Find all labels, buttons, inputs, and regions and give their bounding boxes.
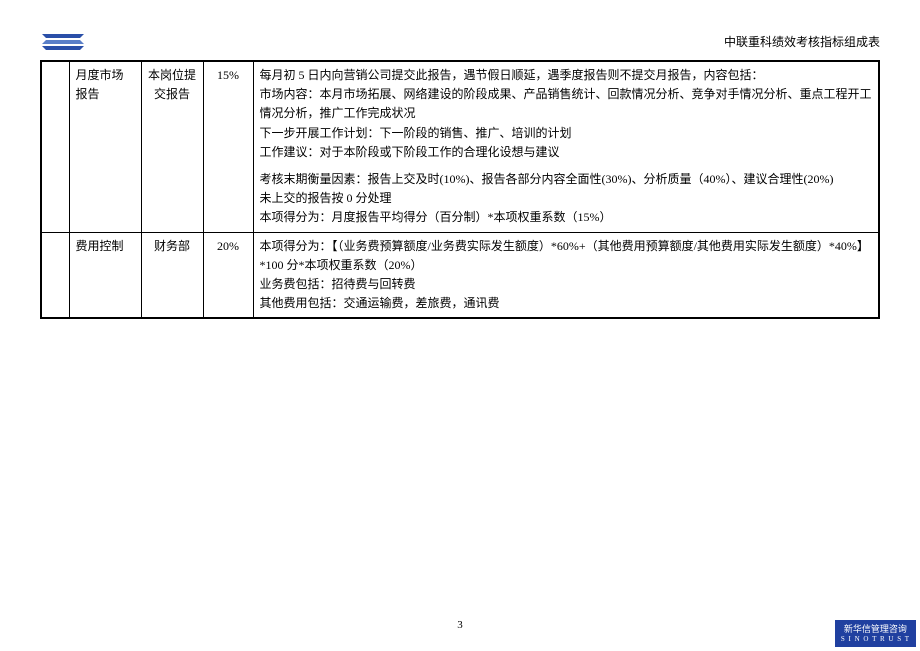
description-line: 业务费包括：招待费与回转费 — [260, 275, 873, 294]
col-description: 每月初 5 日内向营销公司提交此报告，遇节假日顺延，遇季度报告则不提交月报告，内… — [253, 61, 879, 232]
col-category — [41, 61, 69, 232]
description-line: 其他费用包括：交通运输费，差旅费，通讯费 — [260, 294, 873, 313]
col-category — [41, 232, 69, 318]
description-line: 考核末期衡量因素：报告上交及时(10%)、报告各部分内容全面性(30%)、分析质… — [260, 170, 873, 189]
description-line: 工作建议：对于本阶段或下阶段工作的合理化设想与建议 — [260, 143, 873, 162]
col-source: 财务部 — [141, 232, 203, 318]
col-weight: 20% — [203, 232, 253, 318]
table-row: 费用控制财务部20%本项得分为：【（业务费预算额度/业务费实际发生额度）*60%… — [41, 232, 879, 318]
page-header: 中联重科绩效考核指标组成表 — [40, 30, 880, 52]
company-logo — [40, 30, 88, 52]
description-line: 市场内容：本月市场拓展、网络建设的阶段成果、产品销售统计、回款情况分析、竞争对手… — [260, 85, 873, 123]
col-description: 本项得分为：【（业务费预算额度/业务费实际发生额度）*60%+（其他费用预算额度… — [253, 232, 879, 318]
col-source: 本岗位提交报告 — [141, 61, 203, 232]
footer-logo-en: S I N O T R U S T — [841, 635, 910, 643]
page-number: 3 — [457, 619, 463, 631]
description-line: 本项得分为：【（业务费预算额度/业务费实际发生额度）*60%+（其他费用预算额度… — [260, 237, 873, 275]
description-line: 下一步开展工作计划：下一阶段的销售、推广、培训的计划 — [260, 124, 873, 143]
kpi-table: 月度市场报告本岗位提交报告15% 每月初 5 日内向营销公司提交此报告，遇节假日顺… — [40, 60, 880, 319]
description-line: 本项得分为：月度报告平均得分（百分制）*本项权重系数（15%） — [260, 208, 873, 227]
col-indicator: 费用控制 — [69, 232, 141, 318]
col-indicator: 月度市场报告 — [69, 61, 141, 232]
footer-logo: 新华信管理咨询 S I N O T R U S T — [835, 620, 916, 647]
description-line: 每月初 5 日内向营销公司提交此报告，遇节假日顺延，遇季度报告则不提交月报告，内… — [260, 66, 873, 85]
footer-logo-cn: 新华信管理咨询 — [841, 624, 910, 635]
col-weight: 15% — [203, 61, 253, 232]
table-row: 月度市场报告本岗位提交报告15% 每月初 5 日内向营销公司提交此报告，遇节假日顺… — [41, 61, 879, 232]
header-title: 中联重科绩效考核指标组成表 — [724, 33, 880, 50]
description-line: 未上交的报告按 0 分处理 — [260, 189, 873, 208]
